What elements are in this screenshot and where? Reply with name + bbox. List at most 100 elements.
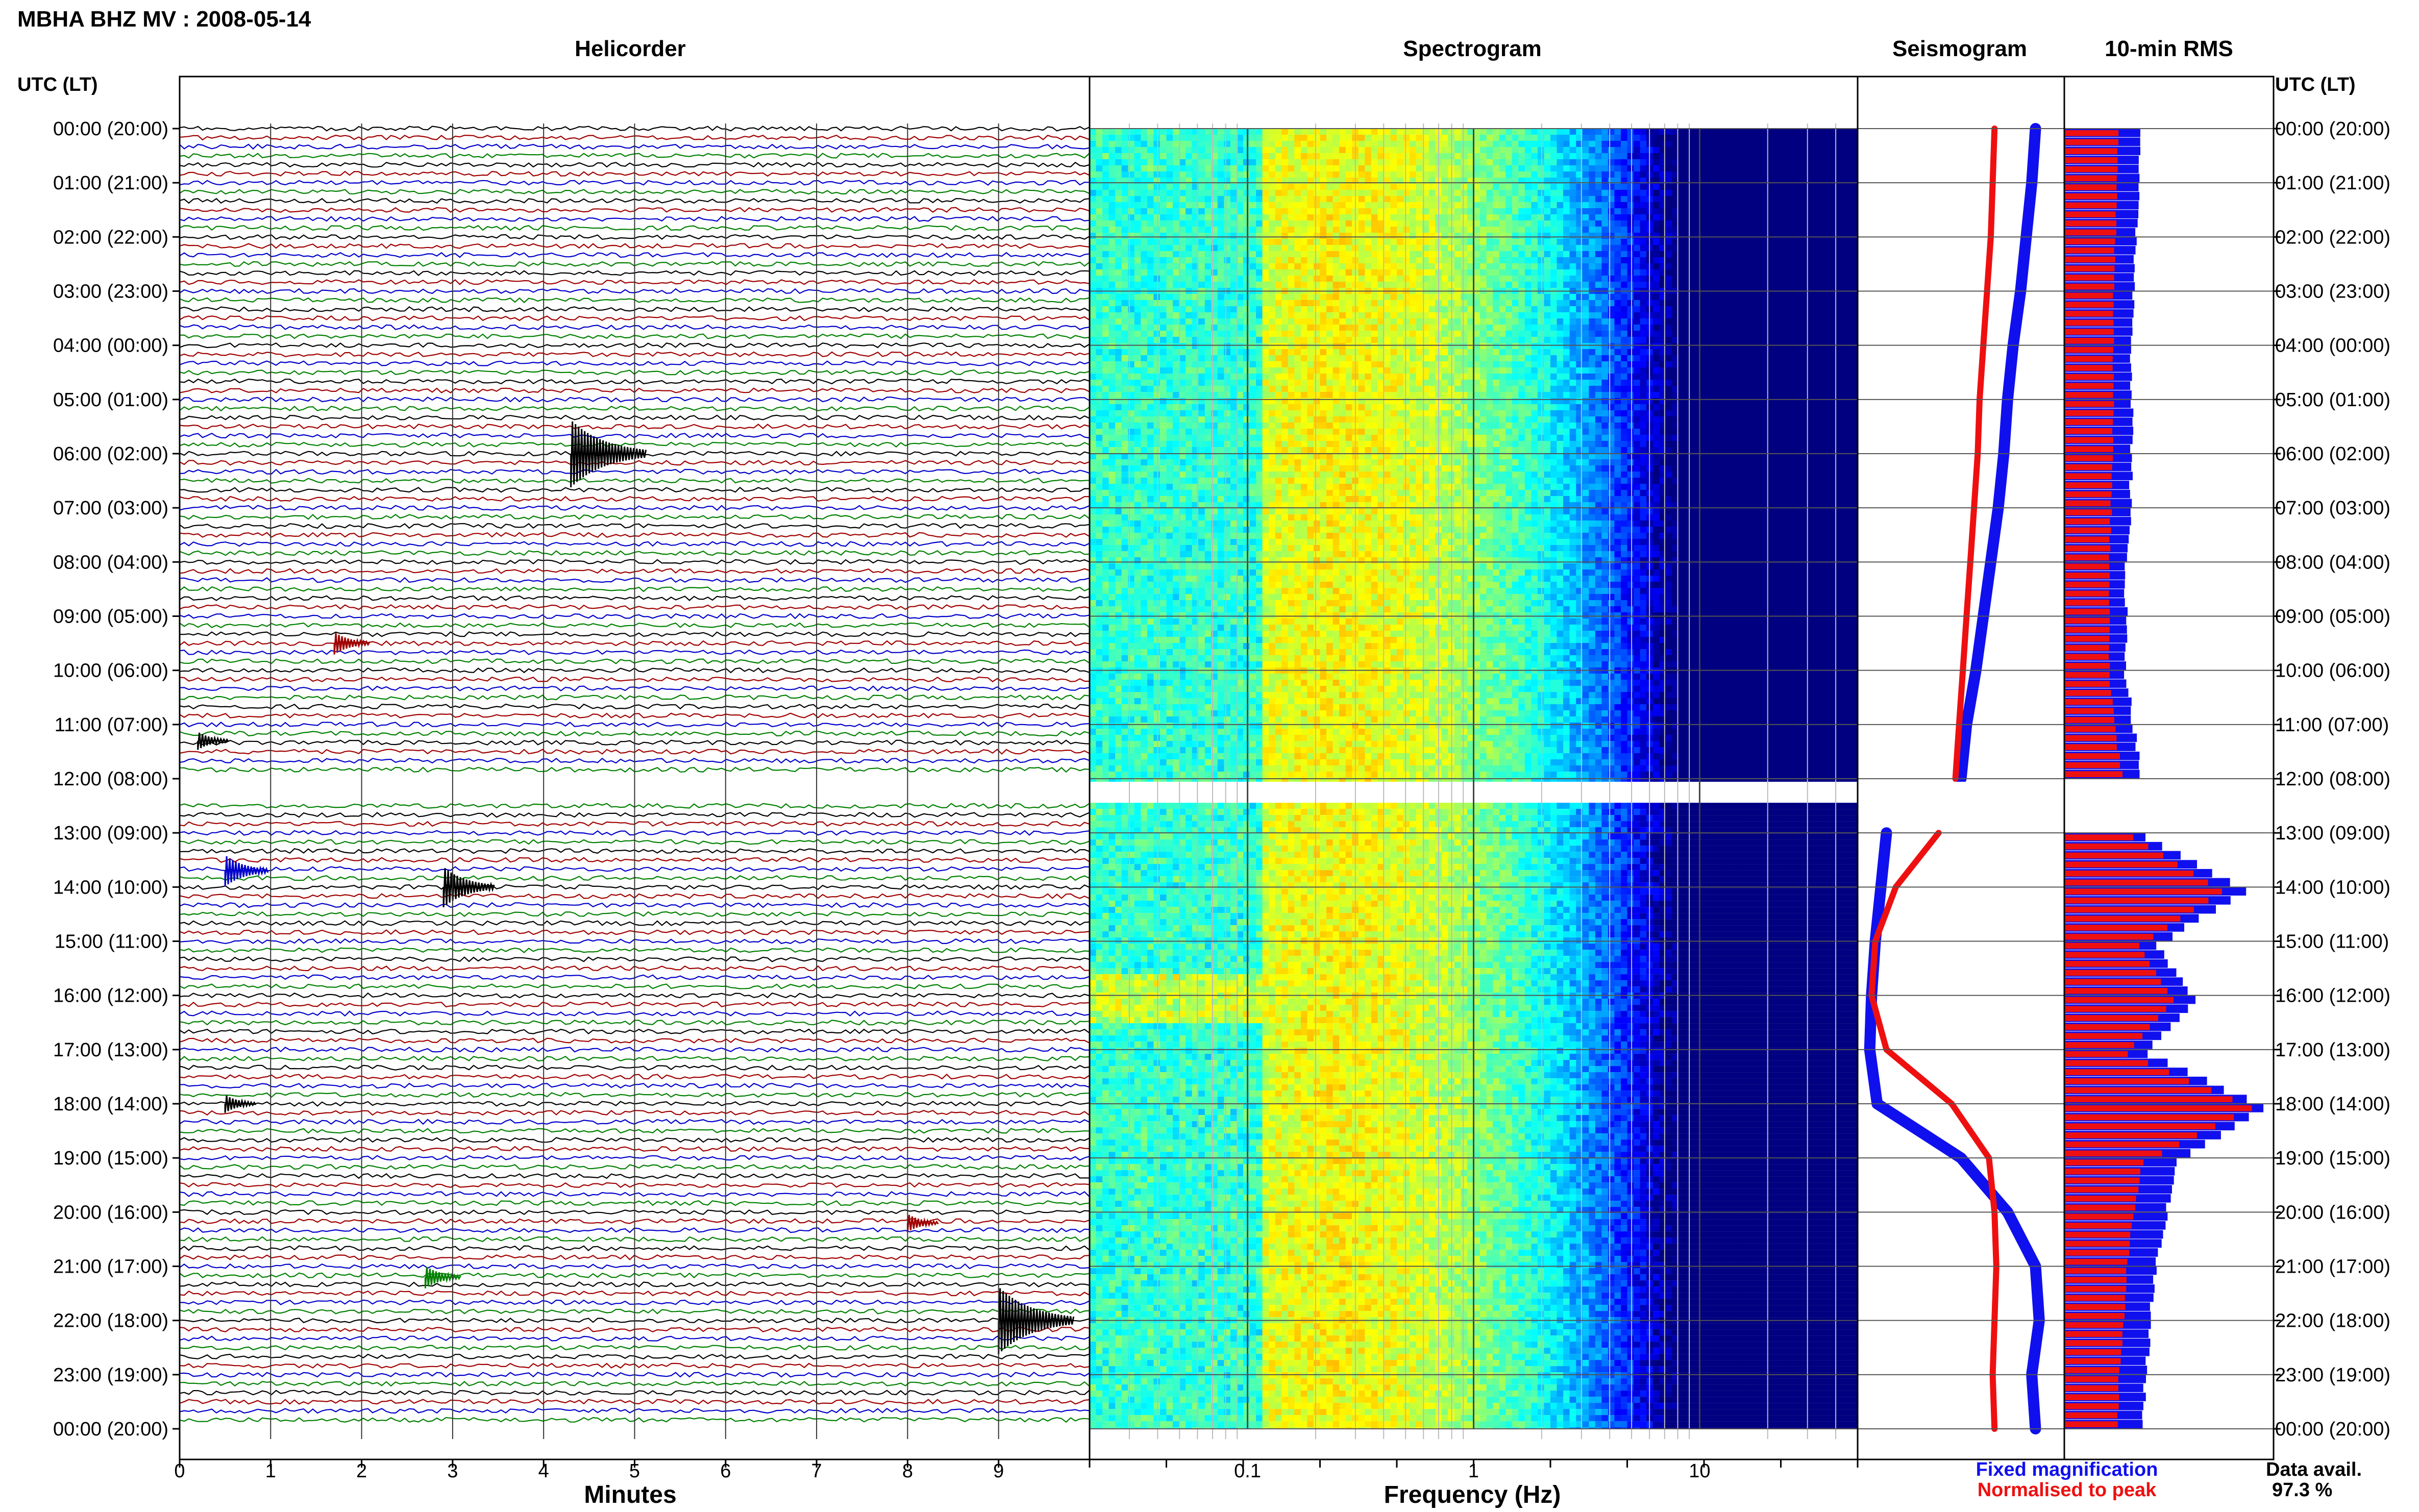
spectrogram-cell: [1307, 349, 1314, 355]
spectrogram-cell: [1666, 257, 1672, 263]
spectrogram-cell: [1153, 294, 1160, 300]
spectrogram-cell: [1691, 141, 1698, 147]
spectrogram-cell: [1230, 263, 1237, 269]
spectrogram-cell: [1679, 325, 1685, 331]
spectrogram-cell: [1768, 251, 1774, 257]
spectrogram-cell: [1531, 361, 1538, 367]
spectrogram-cell: [1487, 220, 1493, 227]
spectrogram-cell: [1275, 190, 1282, 196]
spectrogram-cell: [1736, 159, 1743, 165]
spectrogram-cell: [1704, 257, 1711, 263]
spectrogram-cell: [1198, 269, 1205, 276]
spectrogram-cell: [1243, 294, 1250, 300]
spectrogram-cell: [1416, 269, 1423, 276]
spectrogram-cell: [1333, 220, 1340, 227]
spectrogram-cell: [1531, 367, 1538, 374]
spectrogram-cell: [1704, 165, 1711, 171]
spectrogram-cell: [1640, 214, 1647, 220]
spectrogram-cell: [1730, 165, 1736, 171]
spectrogram-cell: [1531, 233, 1538, 239]
spectrogram-cell: [1723, 153, 1730, 159]
spectrogram-cell: [1723, 337, 1730, 343]
spectrogram-cell: [1167, 159, 1173, 165]
spectrogram-cell: [1685, 165, 1691, 171]
spectrogram-cell: [1749, 202, 1756, 208]
spectrogram-cell: [1153, 233, 1160, 239]
spectrogram-cell: [1320, 349, 1327, 355]
spectrogram-cell: [1800, 220, 1807, 227]
spectrogram-cell: [1691, 294, 1698, 300]
spectrogram-cell: [1480, 251, 1487, 257]
spectrogram-cell: [1531, 355, 1538, 361]
spectrogram-cell: [1173, 257, 1179, 263]
spectrogram-cell: [1685, 135, 1691, 141]
spectrogram-cell: [1717, 367, 1723, 374]
spectrogram-cell: [1250, 294, 1256, 300]
spectrogram-cell: [1653, 282, 1660, 288]
spectrogram-cell: [1698, 312, 1705, 318]
spectrogram-cell: [1250, 380, 1256, 386]
spectrogram-cell: [1691, 196, 1698, 202]
spectrogram-cell: [1608, 239, 1615, 245]
spectrogram-cell: [1634, 196, 1640, 202]
spectrogram-cell: [1512, 300, 1519, 306]
spectrogram-cell: [1730, 269, 1736, 276]
spectrogram-cell: [1333, 147, 1340, 153]
spectrogram-cell: [1800, 165, 1807, 171]
spectrogram-cell: [1179, 300, 1186, 306]
spectrogram-cell: [1115, 147, 1122, 153]
spectrogram-cell: [1410, 135, 1416, 141]
spectrogram-cell: [1237, 367, 1244, 374]
spectrogram-cell: [1403, 312, 1410, 318]
spectrogram-cell: [1096, 263, 1103, 269]
spectrogram-cell: [1838, 233, 1845, 239]
spectrogram-cell: [1723, 239, 1730, 245]
spectrogram-cell: [1557, 220, 1564, 227]
spectrogram-cell: [1736, 349, 1743, 355]
spectrogram-cell: [1294, 361, 1301, 367]
spectrogram-cell: [1493, 300, 1499, 306]
spectrogram-cell: [1755, 239, 1762, 245]
spectrogram-cell: [1186, 171, 1192, 178]
spectrogram-cell: [1442, 263, 1448, 269]
spectrogram-cell: [1333, 245, 1340, 251]
spectrogram-cell: [1429, 227, 1436, 233]
spectrogram-cell: [1403, 135, 1410, 141]
spectrogram-cell: [1845, 337, 1852, 343]
spectrogram-cell: [1480, 306, 1487, 312]
spectrogram-cell: [1198, 208, 1205, 214]
spectrogram-cell: [1685, 367, 1691, 374]
spectrogram-cell: [1320, 190, 1327, 196]
spectrogram-cell: [1730, 276, 1736, 282]
spectrogram-cell: [1563, 343, 1570, 349]
spectrogram-cell: [1205, 147, 1212, 153]
spectrogram-cell: [1621, 196, 1627, 202]
spectrogram-cell: [1704, 355, 1711, 361]
spectrogram-cell: [1429, 190, 1436, 196]
spectrogram-cell: [1391, 269, 1397, 276]
spectrogram-cell: [1365, 147, 1371, 153]
spectrogram-cell: [1461, 153, 1467, 159]
spectrogram-cell: [1333, 227, 1340, 233]
spectrogram-cell: [1263, 129, 1269, 135]
spectrogram-cell: [1275, 233, 1282, 239]
spectrogram-cell: [1480, 312, 1487, 318]
spectrogram-cell: [1218, 257, 1224, 263]
spectrogram-cell: [1115, 184, 1122, 190]
spectrogram-cell: [1198, 374, 1205, 380]
spectrogram-cell: [1768, 349, 1774, 355]
spectrogram-cell: [1397, 141, 1403, 147]
spectrogram-cell: [1679, 171, 1685, 178]
spectrogram-cell: [1813, 343, 1819, 349]
spectrogram-cell: [1679, 331, 1685, 337]
spectrogram-cell: [1666, 300, 1672, 306]
spectrogram-cell: [1346, 129, 1352, 135]
spectrogram-cell: [1550, 135, 1557, 141]
spectrogram-cell: [1493, 263, 1499, 269]
spectrogram-cell: [1505, 380, 1512, 386]
spectrogram-cell: [1525, 220, 1532, 227]
spectrogram-cell: [1691, 343, 1698, 349]
spectrogram-cell: [1134, 208, 1141, 214]
spectrogram-cell: [1679, 361, 1685, 367]
spectrogram-cell: [1474, 141, 1480, 147]
